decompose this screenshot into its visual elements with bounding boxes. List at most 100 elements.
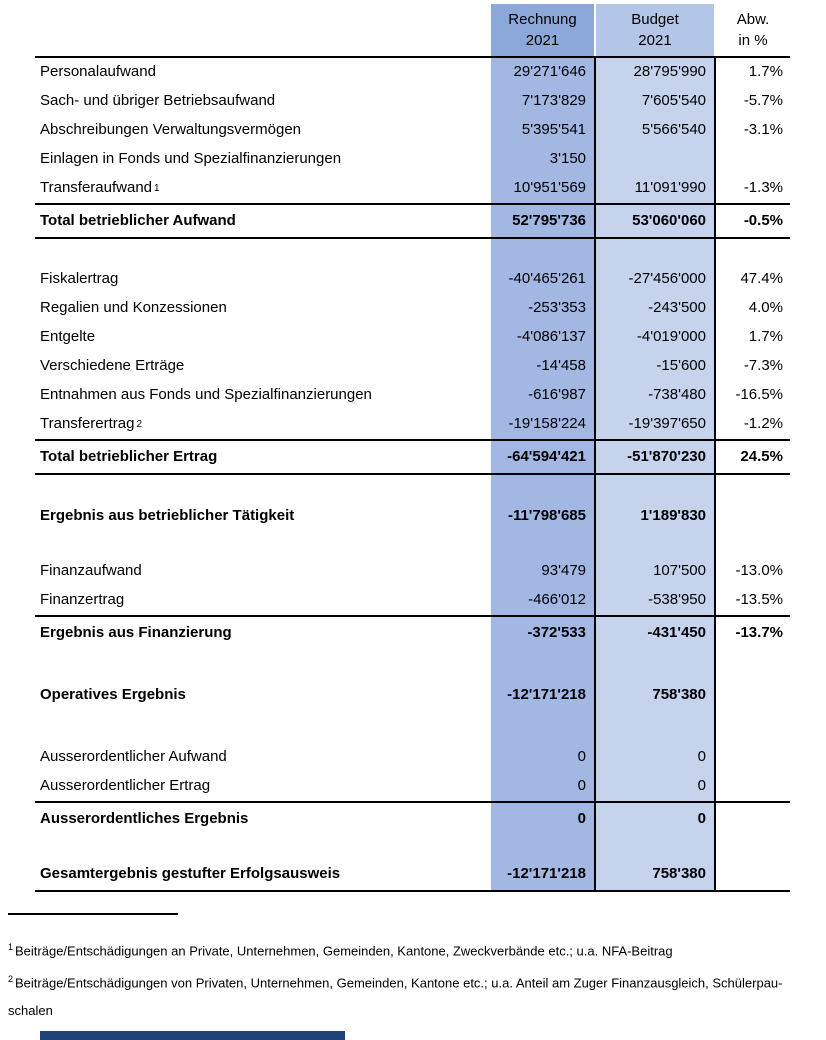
cell-abweichung xyxy=(716,502,790,531)
table-row: Personalaufwand 29'271'646 28'795'990 1.7% xyxy=(35,58,790,87)
cell-budget: -19'397'650 xyxy=(596,410,716,439)
cell-rechnung: 5'395'541 xyxy=(491,116,596,145)
table-row: Fiskalertrag -40'465'261 -27'456'000 47.4% xyxy=(35,265,790,294)
row-label: Abschreibungen Verwaltungsvermögen xyxy=(40,121,301,139)
cell-budget: 0 xyxy=(596,743,716,772)
cell-abweichung: -13.7% xyxy=(735,623,783,641)
cell-abweichung: -13.5% xyxy=(735,591,783,609)
table-row: Regalien und Konzessionen -253'353 -243'50… xyxy=(35,294,790,323)
next-section-header-sliver xyxy=(40,1031,345,1040)
header-budget-line1: Budget xyxy=(631,11,679,28)
cell-rechnung: -40'465'261 xyxy=(491,265,596,294)
row-label: Einlagen in Fonds und Spezialfinanzierun… xyxy=(40,150,342,168)
footnote-1: 1 Beiträge/Entschädigungen an Private, Un… xyxy=(8,939,820,959)
cell-budget: -4'019'000 xyxy=(596,323,716,352)
cell-budget: 0 xyxy=(596,772,716,801)
cell-abweichung xyxy=(716,858,790,890)
spacer-row xyxy=(35,649,790,681)
cell-abweichung: -1.3% xyxy=(743,179,783,197)
cell-rechnung: 3'150 xyxy=(491,145,596,174)
table-row: Entgelte -4'086'137 -4'019'000 1.7% xyxy=(35,323,790,352)
table-row: Gesamtergebnis gestufter Erfolgsausweis -… xyxy=(35,858,790,892)
row-label: Fiskalertrag xyxy=(40,270,119,288)
row-label: Ausserordentlicher Aufwand xyxy=(40,748,227,766)
row-label xyxy=(35,710,491,743)
row-label: Operatives Ergebnis xyxy=(40,686,186,704)
cell-abweichung: -13.0% xyxy=(735,562,783,580)
cell-abweichung: -0.5% xyxy=(743,211,783,229)
cell-rechnung xyxy=(491,239,596,265)
row-label: Transferaufwand 1 xyxy=(40,179,160,197)
row-label: Transferertrag 2 xyxy=(40,415,143,433)
row-label: Total betrieblicher Aufwand xyxy=(40,211,236,229)
table-row: Ergebnis aus betrieblicher Tätigkeit -11'… xyxy=(35,502,790,531)
row-label: Verschiedene Erträge xyxy=(40,357,185,375)
cell-rechnung: -372'533 xyxy=(491,617,596,649)
row-label: Finanzaufwand xyxy=(40,562,142,580)
row-label: Finanzertrag xyxy=(40,591,125,609)
cell-rechnung: -12'171'218 xyxy=(491,858,596,890)
row-label: Ausserordentlicher Ertrag xyxy=(40,777,211,795)
header-budget-line2: 2021 xyxy=(638,32,672,49)
footnote-2-marker: 2 xyxy=(8,974,14,984)
table-row: Ausserordentliches Ergebnis 0 0 xyxy=(35,801,790,835)
spacer-row xyxy=(35,835,790,858)
table-row: Sach- und übriger Betriebsaufwand 7'173'8… xyxy=(35,87,790,116)
row-label: Entgelte xyxy=(40,328,96,346)
cell-rechnung: -253'353 xyxy=(491,294,596,323)
erfolgsausweis-table: Rechnung 2021 Budget 2021 Abw. in % Pers… xyxy=(35,4,790,892)
cell-abweichung: -1.2% xyxy=(743,415,783,433)
cell-abweichung xyxy=(716,681,790,710)
cell-budget: 28'795'990 xyxy=(596,58,716,87)
cell-budget xyxy=(596,835,716,858)
cell-budget: 7'605'540 xyxy=(596,87,716,116)
cell-abweichung: 4.0% xyxy=(748,299,783,317)
cell-rechnung: 93'479 xyxy=(491,557,596,586)
footnote-2-text-line1: Beiträge/Entschädigungen von Privaten, U… xyxy=(15,975,783,991)
spacer-row xyxy=(35,710,790,743)
cell-abweichung: 1.7% xyxy=(748,63,783,81)
row-label: Ergebnis aus Finanzierung xyxy=(40,623,232,641)
cell-rechnung: -616'987 xyxy=(491,381,596,410)
cell-budget xyxy=(596,649,716,681)
spacer-row xyxy=(35,239,790,265)
cell-budget: 11'091'990 xyxy=(596,174,716,203)
cell-rechnung xyxy=(491,475,596,502)
cell-rechnung: -19'158'224 xyxy=(491,410,596,439)
row-label: Regalien und Konzessionen xyxy=(40,299,227,317)
cell-rechnung: -14'458 xyxy=(491,352,596,381)
cell-abweichung xyxy=(716,649,790,681)
row-label: Ergebnis aus betrieblicher Tätigkeit xyxy=(40,507,295,525)
cell-rechnung: 7'173'829 xyxy=(491,87,596,116)
footnote-2-continuation: schalen xyxy=(8,1003,820,1019)
cell-budget: -51'870'230 xyxy=(596,441,716,473)
row-label xyxy=(35,239,491,265)
row-label: Gesamtergebnis gestufter Erfolgsausweis xyxy=(40,864,341,882)
cell-budget: 53'060'060 xyxy=(596,205,716,237)
cell-abweichung: -5.7% xyxy=(743,92,783,110)
header-budget-cell: Budget 2021 xyxy=(596,4,716,56)
footnote-1-text: Beiträge/Entschädigungen an Private, Unt… xyxy=(15,943,673,959)
cell-rechnung: -12'171'218 xyxy=(491,681,596,710)
cell-rechnung: 0 xyxy=(491,803,596,835)
cell-abweichung xyxy=(716,145,790,174)
cell-abweichung: -3.1% xyxy=(743,121,783,139)
cell-budget xyxy=(596,710,716,743)
cell-abweichung: 47.4% xyxy=(740,270,783,288)
cell-budget: 107'500 xyxy=(596,557,716,586)
cell-abweichung: -7.3% xyxy=(743,357,783,375)
cell-rechnung: -466'012 xyxy=(491,586,596,615)
cell-rechnung: 10'951'569 xyxy=(491,174,596,203)
cell-abweichung xyxy=(716,475,790,502)
cell-abweichung xyxy=(716,772,790,801)
footnote-separator-line xyxy=(8,913,178,915)
footnote-2-text-line2: schalen xyxy=(8,1003,53,1018)
table-row: Entnahmen aus Fonds und Spezialfinanzier… xyxy=(35,381,790,410)
row-label xyxy=(35,531,491,557)
footnote-1-marker: 1 xyxy=(8,942,14,952)
cell-rechnung xyxy=(491,835,596,858)
cell-rechnung: -4'086'137 xyxy=(491,323,596,352)
cell-rechnung: 0 xyxy=(491,743,596,772)
header-rechnung-line1: Rechnung xyxy=(508,11,577,28)
